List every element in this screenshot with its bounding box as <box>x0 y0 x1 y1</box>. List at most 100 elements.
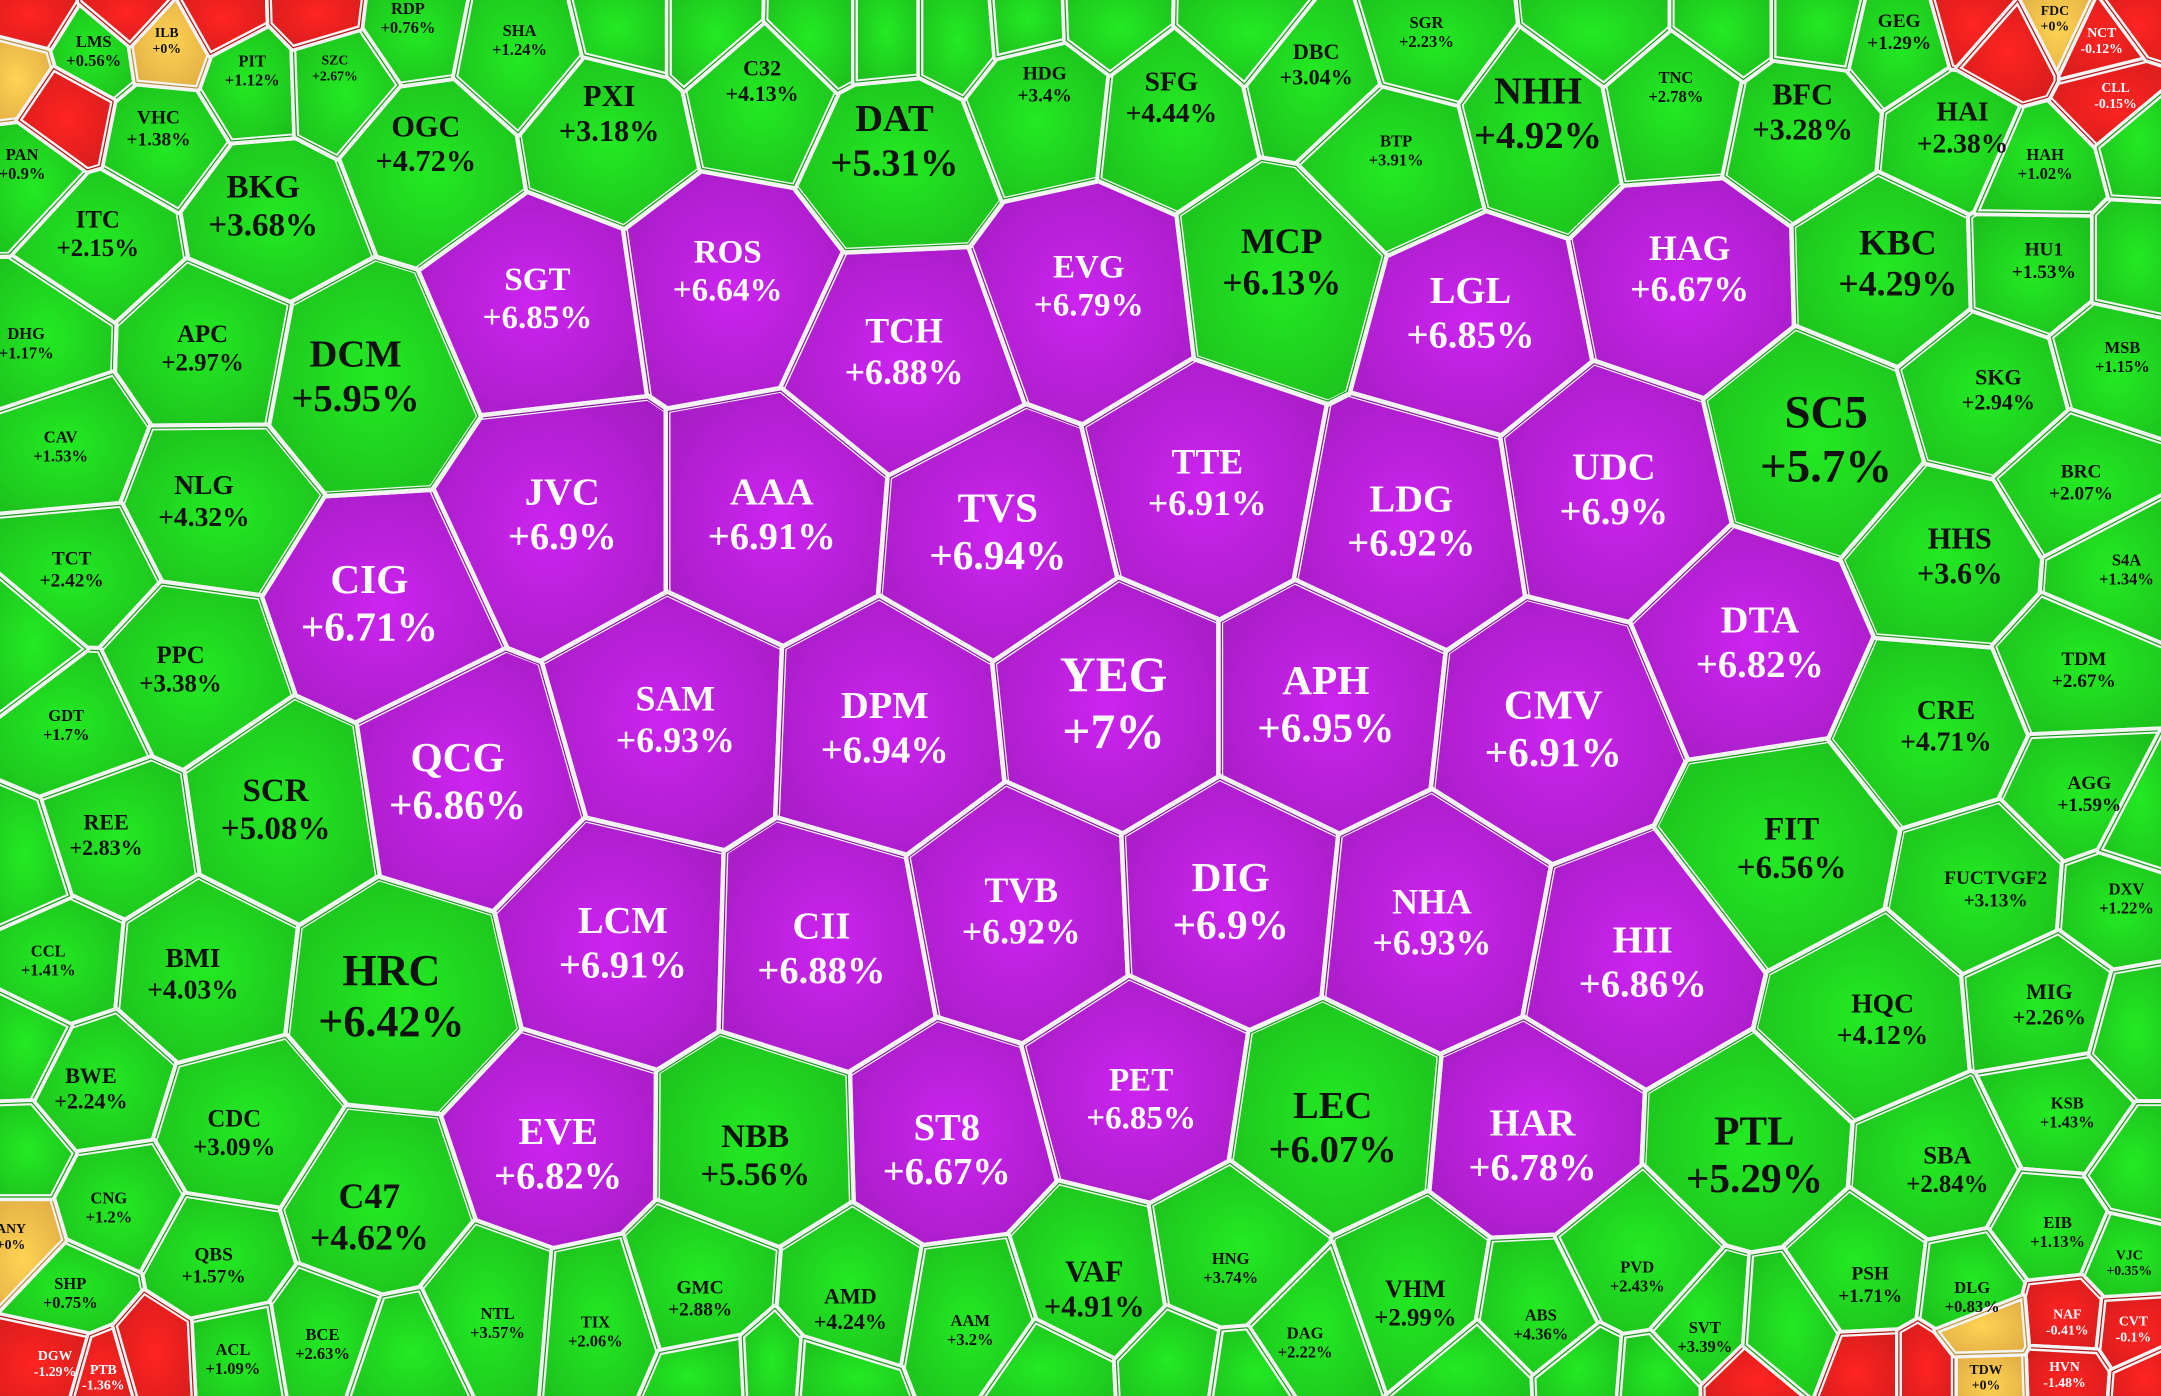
cell-edge <box>0 576 87 715</box>
ticker: SCR <box>243 773 310 809</box>
cell-edge <box>178 0 270 56</box>
change: +4.91% <box>1044 1290 1145 1324</box>
cell-edge <box>1994 411 2161 559</box>
change: +3.91% <box>1369 150 1424 169</box>
ticker: SFG <box>1145 65 1199 96</box>
ticker: NAF <box>2053 1307 2081 1322</box>
cell <box>1954 0 2061 109</box>
change: +1.13% <box>2030 1232 2085 1251</box>
cell-edge <box>1702 1345 1806 1396</box>
change: +1.59% <box>2057 795 2121 816</box>
change: +6.9% <box>1172 901 1289 947</box>
change: -0.1% <box>2116 1329 2152 1344</box>
ticker: BMI <box>165 942 220 973</box>
ticker: DAG <box>1287 1323 1324 1342</box>
change: +6.86% <box>1579 964 1707 1006</box>
ticker: NHH <box>1494 70 1582 112</box>
ticker: NCT <box>2087 25 2116 40</box>
ticker: CLL <box>2101 80 2129 95</box>
change: +0.75% <box>43 1293 98 1312</box>
cell-edge <box>668 0 765 90</box>
ticker: CAV <box>44 428 78 447</box>
ticker: ROS <box>694 234 762 270</box>
ticker: SGT <box>504 262 570 298</box>
ticker: HHS <box>1928 521 1992 555</box>
ticker: AAM <box>951 1311 991 1330</box>
ticker: ANY <box>0 1221 26 1236</box>
change: +1.71% <box>1838 1286 1902 1307</box>
change: +2.43% <box>1610 1276 1665 1295</box>
change: +6.92% <box>962 911 1081 951</box>
change: +6.85% <box>483 300 593 336</box>
change: +1.22% <box>2099 899 2154 918</box>
ticker: CVT <box>2119 1314 2148 1329</box>
ticker: DXV <box>2109 880 2145 899</box>
change: +6.67% <box>883 1151 1011 1193</box>
ticker: JVC <box>525 471 600 513</box>
cell <box>0 1098 80 1202</box>
change: +4.32% <box>158 501 249 532</box>
cell-edge <box>454 0 584 134</box>
change: +2.97% <box>161 350 243 377</box>
cell-edge <box>1178 159 1385 402</box>
change: +6.91% <box>559 944 687 986</box>
cell-edge <box>114 1291 194 1396</box>
ticker: GMC <box>677 1277 724 1298</box>
ticker: EVG <box>1053 249 1125 285</box>
cell-edge <box>1247 1243 1386 1396</box>
cell <box>344 1284 476 1396</box>
cell-edge <box>1517 0 1671 86</box>
change: +6.13% <box>1222 262 1341 302</box>
cell <box>2082 1099 2161 1227</box>
ticker: HAI <box>1937 96 1989 127</box>
change: +6.88% <box>845 352 964 392</box>
ticker: APH <box>1282 657 1369 703</box>
change: +2.42% <box>40 571 104 592</box>
change: +6.79% <box>1034 287 1144 323</box>
ticker: C32 <box>743 56 781 81</box>
change: +2.88% <box>668 1300 732 1321</box>
change: +3.4% <box>1017 85 1071 106</box>
change: +2.22% <box>1278 1342 1333 1361</box>
change: +0% <box>153 41 182 56</box>
change: +1.53% <box>33 447 88 466</box>
change: -0.41% <box>2046 1322 2088 1337</box>
change: +1.24% <box>492 40 547 59</box>
ticker: BRC <box>2061 462 2102 483</box>
change: +2.15% <box>57 235 139 262</box>
ticker: CDC <box>207 1105 261 1132</box>
change: +0% <box>2041 19 2070 34</box>
ticker: CNG <box>91 1188 128 1207</box>
ticker: BFC <box>1772 78 1833 112</box>
change: +0.83% <box>1945 1297 2000 1316</box>
change: +6.94% <box>929 532 1066 578</box>
change: +5.56% <box>700 1157 810 1193</box>
change: +7% <box>1062 704 1165 759</box>
ticker: FIT <box>1764 812 1819 848</box>
change: +3.57% <box>470 1323 525 1342</box>
ticker: PET <box>1109 1063 1173 1099</box>
cell-edge <box>348 1289 472 1396</box>
change: +5.7% <box>1760 440 1892 492</box>
ticker: LDG <box>1369 478 1453 520</box>
ticker: PTB <box>90 1362 117 1377</box>
change: +4.13% <box>726 81 799 106</box>
change: +2.67% <box>2052 671 2116 692</box>
ticker: HAG <box>1649 228 1731 268</box>
change: +6.91% <box>1148 483 1267 523</box>
ticker: CRE <box>1917 694 1975 725</box>
ticker: HII <box>1613 919 1673 961</box>
ticker: SVT <box>1689 1318 1721 1337</box>
ticker: HVN <box>2049 1359 2080 1374</box>
ticker: TDM <box>2061 649 2106 670</box>
ticker: LGL <box>1430 270 1511 312</box>
change: +2.38% <box>1917 127 2008 158</box>
ticker: SBA <box>1923 1143 1971 1170</box>
change: +4.36% <box>1513 1325 1568 1344</box>
change: +6.85% <box>1086 1101 1196 1137</box>
ticker: SHA <box>503 21 537 40</box>
ticker: CIG <box>330 556 408 602</box>
cell <box>794 1334 917 1396</box>
cell <box>2095 726 2161 875</box>
change: +6.91% <box>1485 729 1622 775</box>
